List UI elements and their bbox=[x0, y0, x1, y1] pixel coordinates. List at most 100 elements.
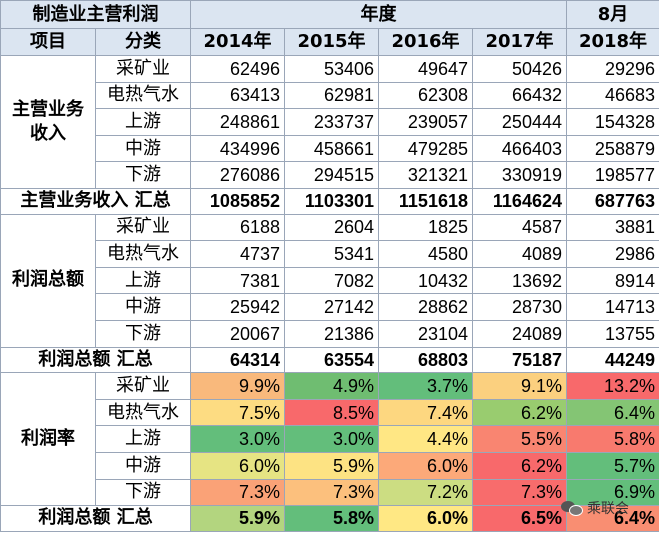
revenue-section-label: 主营业务收入 bbox=[0, 55, 96, 189]
value-cell: 3881 bbox=[566, 213, 659, 242]
category-cell: 采矿业 bbox=[95, 372, 191, 400]
table-row: 中游 25942 27142 28862 28730 14713 bbox=[1, 293, 659, 321]
value-cell: 5.5% bbox=[472, 425, 567, 453]
table-title: 制造业主营利润 bbox=[0, 0, 191, 29]
value-cell: 14713 bbox=[566, 293, 659, 321]
month-group-header: 8月 bbox=[566, 0, 659, 29]
value-cell: 21386 bbox=[284, 319, 379, 348]
value-cell: 4580 bbox=[378, 240, 473, 268]
value-cell: 63413 bbox=[190, 81, 285, 110]
value-cell: 13.2% bbox=[566, 372, 659, 400]
total-value-cell: 1164624 bbox=[472, 187, 567, 215]
table-row: 下游 20067 21386 23104 24089 13755 bbox=[1, 319, 659, 348]
value-cell: 13692 bbox=[472, 266, 567, 295]
revenue-section-total-label: 主营业务收入 汇总 bbox=[0, 187, 191, 215]
table-row: 上游 7381 7082 10432 13692 8914 bbox=[1, 266, 659, 295]
value-cell: 9.1% bbox=[472, 372, 567, 400]
total-value-cell: 5.9% bbox=[190, 505, 285, 532]
value-cell: 248861 bbox=[190, 108, 285, 136]
total-value-cell: 1151618 bbox=[378, 187, 473, 215]
value-cell: 154328 bbox=[566, 108, 659, 136]
category-cell: 上游 bbox=[95, 266, 191, 295]
value-cell: 27142 bbox=[284, 293, 379, 321]
value-cell: 466403 bbox=[472, 134, 567, 163]
table-row: 利润总额 采矿业 6188 2604 1825 4587 3881 bbox=[0, 213, 659, 348]
value-cell: 7.3% bbox=[190, 478, 285, 507]
value-cell: 258879 bbox=[566, 134, 659, 163]
table-row: 利润率 采矿业 9.9% 4.9% 3.7% 9.1% 13.2% bbox=[0, 372, 659, 507]
category-cell: 上游 bbox=[95, 425, 191, 453]
total-value-cell: 44249 bbox=[566, 346, 659, 374]
value-cell: 233737 bbox=[284, 108, 379, 136]
value-cell: 3.0% bbox=[284, 425, 379, 453]
value-cell: 8.5% bbox=[284, 398, 379, 427]
col-header-year: 2017年 bbox=[472, 28, 567, 56]
value-cell: 62496 bbox=[190, 55, 285, 83]
value-cell: 6.0% bbox=[378, 451, 473, 480]
category-cell: 中游 bbox=[95, 293, 191, 321]
value-cell: 1825 bbox=[378, 213, 473, 242]
category-cell: 上游 bbox=[95, 108, 191, 136]
value-cell: 20067 bbox=[190, 319, 285, 348]
category-cell: 电热气水 bbox=[95, 81, 191, 110]
value-cell: 13755 bbox=[566, 319, 659, 348]
value-cell: 25942 bbox=[190, 293, 285, 321]
value-cell: 7.3% bbox=[472, 478, 567, 507]
margin-section-total-label: 利润总额 汇总 bbox=[0, 505, 191, 532]
col-header-item: 项目 bbox=[0, 28, 96, 56]
value-cell: 6.9% bbox=[566, 478, 659, 507]
total-row: 利润总额 汇总 5.9% 5.8% 6.0% 6.5% 6.4% bbox=[0, 505, 659, 532]
total-value-cell: 64314 bbox=[190, 346, 285, 374]
value-cell: 5341 bbox=[284, 240, 379, 268]
value-cell: 4.9% bbox=[284, 372, 379, 400]
table-row: 中游 6.0% 5.9% 6.0% 6.2% 5.7% bbox=[1, 451, 659, 480]
table-row: 电热气水 63413 62981 62308 66432 46683 bbox=[1, 81, 659, 110]
table-row: 中游 434996 458661 479285 466403 258879 bbox=[1, 134, 659, 163]
value-cell: 479285 bbox=[378, 134, 473, 163]
value-cell: 24089 bbox=[472, 319, 567, 348]
value-cell: 198577 bbox=[566, 161, 659, 189]
value-cell: 276086 bbox=[190, 161, 285, 189]
total-value-cell: 63554 bbox=[284, 346, 379, 374]
total-value-cell: 6.0% bbox=[378, 505, 473, 532]
value-cell: 7.5% bbox=[190, 398, 285, 427]
total-value-cell: 5.8% bbox=[284, 505, 379, 532]
value-cell: 6.2% bbox=[472, 451, 567, 480]
value-cell: 9.9% bbox=[190, 372, 285, 400]
value-cell: 3.7% bbox=[378, 372, 473, 400]
table-row: 主营业务收入 采矿业 62496 53406 49647 50426 29296 bbox=[0, 55, 659, 189]
col-header-year: 2015年 bbox=[284, 28, 379, 56]
value-cell: 62981 bbox=[284, 81, 379, 110]
value-cell: 6.0% bbox=[190, 451, 285, 480]
value-cell: 4587 bbox=[472, 213, 567, 242]
category-cell: 下游 bbox=[95, 319, 191, 348]
value-cell: 250444 bbox=[472, 108, 567, 136]
profit-section-label: 利润总额 bbox=[0, 213, 96, 348]
table-row: 下游 276086 294515 321321 330919 198577 bbox=[1, 161, 659, 189]
value-cell: 5.9% bbox=[284, 451, 379, 480]
col-header-year: 2014年 bbox=[190, 28, 285, 56]
col-header-category: 分类 bbox=[95, 28, 191, 56]
table-row: 电热气水 7.5% 8.5% 7.4% 6.2% 6.4% bbox=[1, 398, 659, 427]
value-cell: 6188 bbox=[190, 213, 285, 242]
value-cell: 8914 bbox=[566, 266, 659, 295]
category-cell: 采矿业 bbox=[95, 213, 191, 242]
category-cell: 采矿业 bbox=[95, 55, 191, 83]
category-cell: 下游 bbox=[95, 161, 191, 189]
value-cell: 28862 bbox=[378, 293, 473, 321]
value-cell: 5.7% bbox=[566, 451, 659, 480]
total-value-cell: 1103301 bbox=[284, 187, 379, 215]
col-header-year: 2016年 bbox=[378, 28, 473, 56]
margin-section-label: 利润率 bbox=[0, 372, 96, 507]
table-row: 上游 3.0% 3.0% 4.4% 5.5% 5.8% bbox=[1, 425, 659, 453]
total-value-cell: 6.5% bbox=[472, 505, 567, 532]
value-cell: 62308 bbox=[378, 81, 473, 110]
table-row: 上游 248861 233737 239057 250444 154328 bbox=[1, 108, 659, 136]
total-value-cell: 1085852 bbox=[190, 187, 285, 215]
total-value-cell: 75187 bbox=[472, 346, 567, 374]
value-cell: 29296 bbox=[566, 55, 659, 83]
value-cell: 2604 bbox=[284, 213, 379, 242]
value-cell: 49647 bbox=[378, 55, 473, 83]
value-cell: 458661 bbox=[284, 134, 379, 163]
